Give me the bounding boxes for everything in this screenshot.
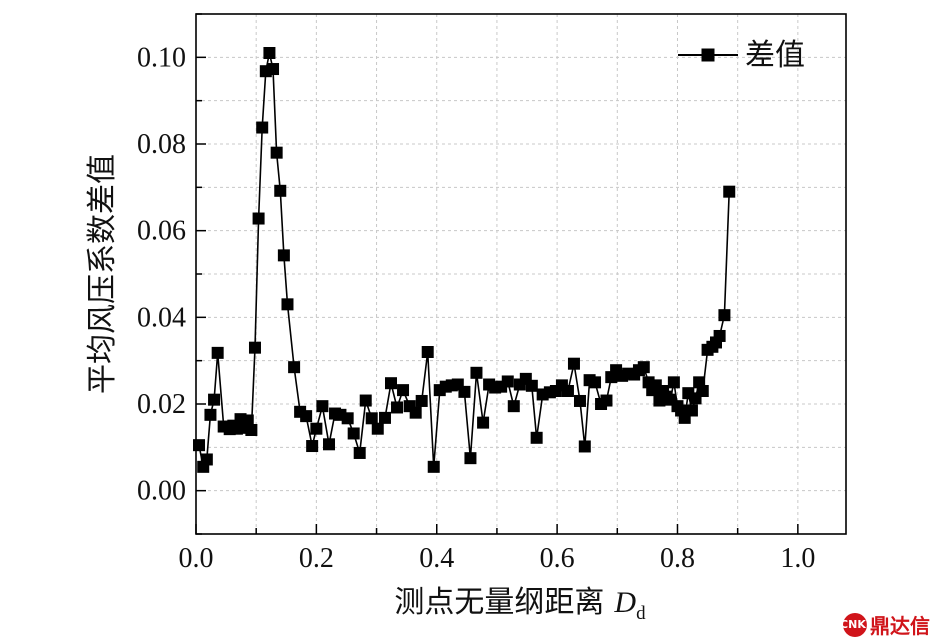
x-tick-label: 0.6 — [540, 543, 575, 574]
data-point — [470, 366, 483, 379]
data-point — [359, 394, 372, 407]
data-point — [573, 394, 586, 407]
data-point — [561, 385, 574, 397]
x-axis-title-text: 测点无量纲距离 — [394, 585, 604, 620]
y-tick-label: 0.04 — [137, 302, 186, 333]
data-point — [685, 404, 698, 417]
data-point — [415, 394, 428, 407]
data-point — [667, 376, 680, 389]
watermark-text: 鼎达信 — [870, 614, 930, 638]
data-point — [409, 406, 422, 419]
x-axis-title: 测点无量纲距离 Dd — [394, 585, 646, 624]
x-tick-label: 1.0 — [780, 543, 815, 574]
data-point — [241, 414, 254, 427]
legend-marker — [701, 48, 715, 62]
data-point — [477, 416, 490, 429]
x-axis-subscript: d — [636, 603, 646, 624]
grid-lines — [195, 13, 846, 535]
data-point — [600, 394, 613, 407]
data-point — [263, 47, 276, 59]
data-point — [530, 431, 543, 444]
watermark-logo: CNKI — [840, 612, 870, 637]
data-point — [371, 422, 384, 435]
data-point — [525, 379, 538, 392]
data-point — [208, 393, 221, 406]
data-point — [267, 63, 280, 76]
data-point — [397, 384, 410, 397]
data-point — [501, 375, 514, 388]
y-tick-label: 0.10 — [137, 42, 186, 73]
tick-layer: 0.0 0.2 0.4 0.6 0.8 1.0 0.00 0.02 0.04 0.06 0.08 0.… — [137, 13, 815, 574]
data-point — [713, 329, 726, 342]
data-point — [507, 400, 520, 413]
data-point — [277, 249, 290, 262]
data-point — [288, 361, 301, 374]
data-point — [248, 341, 261, 354]
legend-label: 差值 — [745, 38, 805, 73]
data-point — [200, 453, 213, 466]
data-point — [341, 412, 354, 425]
y-tick-label: 0.02 — [137, 389, 186, 420]
x-axis-symbol: D — [613, 586, 636, 619]
legend: 差值 — [678, 38, 805, 73]
data-point — [589, 376, 602, 389]
data-point — [464, 452, 477, 465]
data-point — [391, 401, 404, 414]
x-tick-label: 0.4 — [419, 543, 454, 574]
y-tick-label: 0.06 — [137, 216, 186, 247]
x-tick-label: 0.2 — [299, 543, 334, 574]
data-point — [193, 439, 206, 452]
y-axis-title: 平均风压系数差值 — [85, 154, 120, 394]
data-point — [306, 440, 319, 453]
y-tick-label: 0.08 — [137, 129, 186, 160]
data-point — [204, 408, 217, 421]
data-point — [385, 377, 397, 390]
data-point — [365, 412, 378, 425]
data-point — [696, 385, 709, 397]
data-point — [347, 427, 360, 440]
data-point — [637, 361, 650, 374]
data-point — [256, 121, 269, 134]
data-point — [458, 385, 471, 398]
x-tick-label: 0.0 — [179, 543, 214, 574]
data-point — [245, 424, 258, 436]
data-point — [718, 309, 731, 322]
data-point — [281, 298, 294, 311]
data-point — [421, 346, 434, 358]
data-point — [323, 438, 336, 451]
watermark: CNKI 鼎达信 — [840, 610, 930, 639]
data-point — [723, 185, 736, 198]
data-point — [378, 411, 391, 424]
data-point — [427, 460, 440, 473]
data-point — [310, 422, 323, 435]
y-tick-label: 0.00 — [137, 476, 186, 507]
series-layer — [193, 47, 736, 473]
x-tick-label: 0.8 — [660, 543, 695, 574]
data-point — [353, 446, 366, 459]
data-point — [567, 357, 580, 370]
data-point — [211, 346, 224, 359]
data-point — [252, 212, 265, 225]
data-point — [316, 400, 329, 413]
data-point — [578, 440, 591, 453]
data-point — [270, 146, 283, 159]
data-point — [274, 184, 287, 197]
data-point — [300, 410, 313, 423]
